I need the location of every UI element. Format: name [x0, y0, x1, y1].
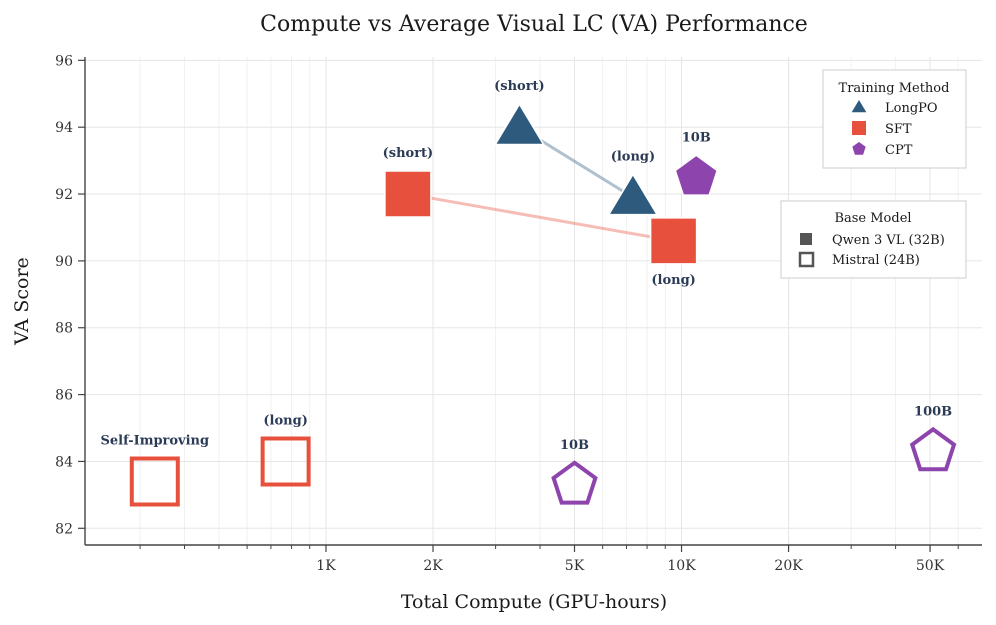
axes	[84, 57, 982, 546]
y-tick-label: 84	[55, 454, 73, 470]
x-axis-label: Total Compute (GPU-hours)	[401, 591, 667, 613]
x-tick-label: 50K	[916, 558, 945, 574]
y-axis-label: VA Score	[11, 257, 33, 346]
legend-label: LongPO	[885, 101, 938, 116]
legend-title: Training Method	[839, 81, 950, 96]
point-annotation: (long)	[651, 273, 695, 288]
cpt-qwen-marker	[674, 154, 719, 196]
y-tick-label: 88	[55, 321, 73, 337]
chart-title: Compute vs Average Visual LC (VA) Perfor…	[260, 12, 808, 37]
y-tick-label: 94	[55, 120, 73, 136]
x-tick-label: 5K	[565, 558, 585, 574]
point-annotation: (long)	[263, 413, 307, 428]
legend-training-method: Training Method LongPO SFT CPT	[822, 69, 967, 169]
legend-box	[822, 69, 967, 169]
data-points	[129, 102, 957, 507]
x-tick-label: 2K	[423, 558, 443, 574]
sft-legend-marker	[852, 121, 866, 135]
y-tick-label: 82	[55, 521, 73, 537]
sft-qwen-marker	[649, 217, 698, 265]
qwen-legend-marker	[800, 233, 812, 245]
legend-label: SFT	[885, 122, 912, 137]
sft-mistral-marker	[129, 456, 180, 507]
legend-label: CPT	[885, 143, 913, 158]
annotations: (short) (long) (short) (long) 10B Self-Improv…	[100, 79, 952, 453]
x-tick-label: 20K	[774, 558, 803, 574]
longpo-legend-marker	[851, 100, 867, 113]
x-tick-label: 1K	[316, 558, 336, 574]
ticks: 1K 2K 5K 10K 20K 50K 82 84 86 88 90 92 94 96	[55, 53, 959, 574]
point-annotation: 10B	[682, 130, 711, 145]
legend-base-model: Base Model Qwen 3 VL (32B) Mistral (24B)	[780, 200, 967, 279]
cpt-legend-marker	[852, 142, 866, 155]
connector-line	[406, 192, 676, 243]
sft-qwen-marker	[384, 170, 432, 218]
y-tick-label: 86	[55, 388, 73, 404]
point-annotation: (short)	[383, 146, 434, 161]
cpt-mistral-marker	[909, 426, 957, 472]
point-annotation: 10B	[560, 438, 589, 453]
y-tick-label: 96	[55, 53, 73, 69]
legend-label: Qwen 3 VL (32B)	[832, 233, 945, 248]
y-tick-label: 92	[55, 187, 73, 203]
sft-mistral-marker	[260, 436, 311, 487]
point-annotation: Self-Improving	[100, 433, 209, 448]
legend-label: Mistral (24B)	[832, 253, 920, 268]
longpo-qwen-marker	[493, 102, 545, 146]
mistral-legend-marker	[798, 251, 815, 268]
point-annotation: (long)	[611, 149, 655, 164]
x-tick-label: 10K	[667, 558, 696, 574]
legend-title: Base Model	[834, 211, 911, 226]
longpo-qwen-marker	[607, 172, 659, 216]
point-annotation: 100B	[914, 404, 952, 419]
cpt-mistral-marker	[551, 460, 598, 505]
point-annotation: (short)	[494, 79, 545, 94]
y-tick-label: 90	[55, 254, 73, 270]
